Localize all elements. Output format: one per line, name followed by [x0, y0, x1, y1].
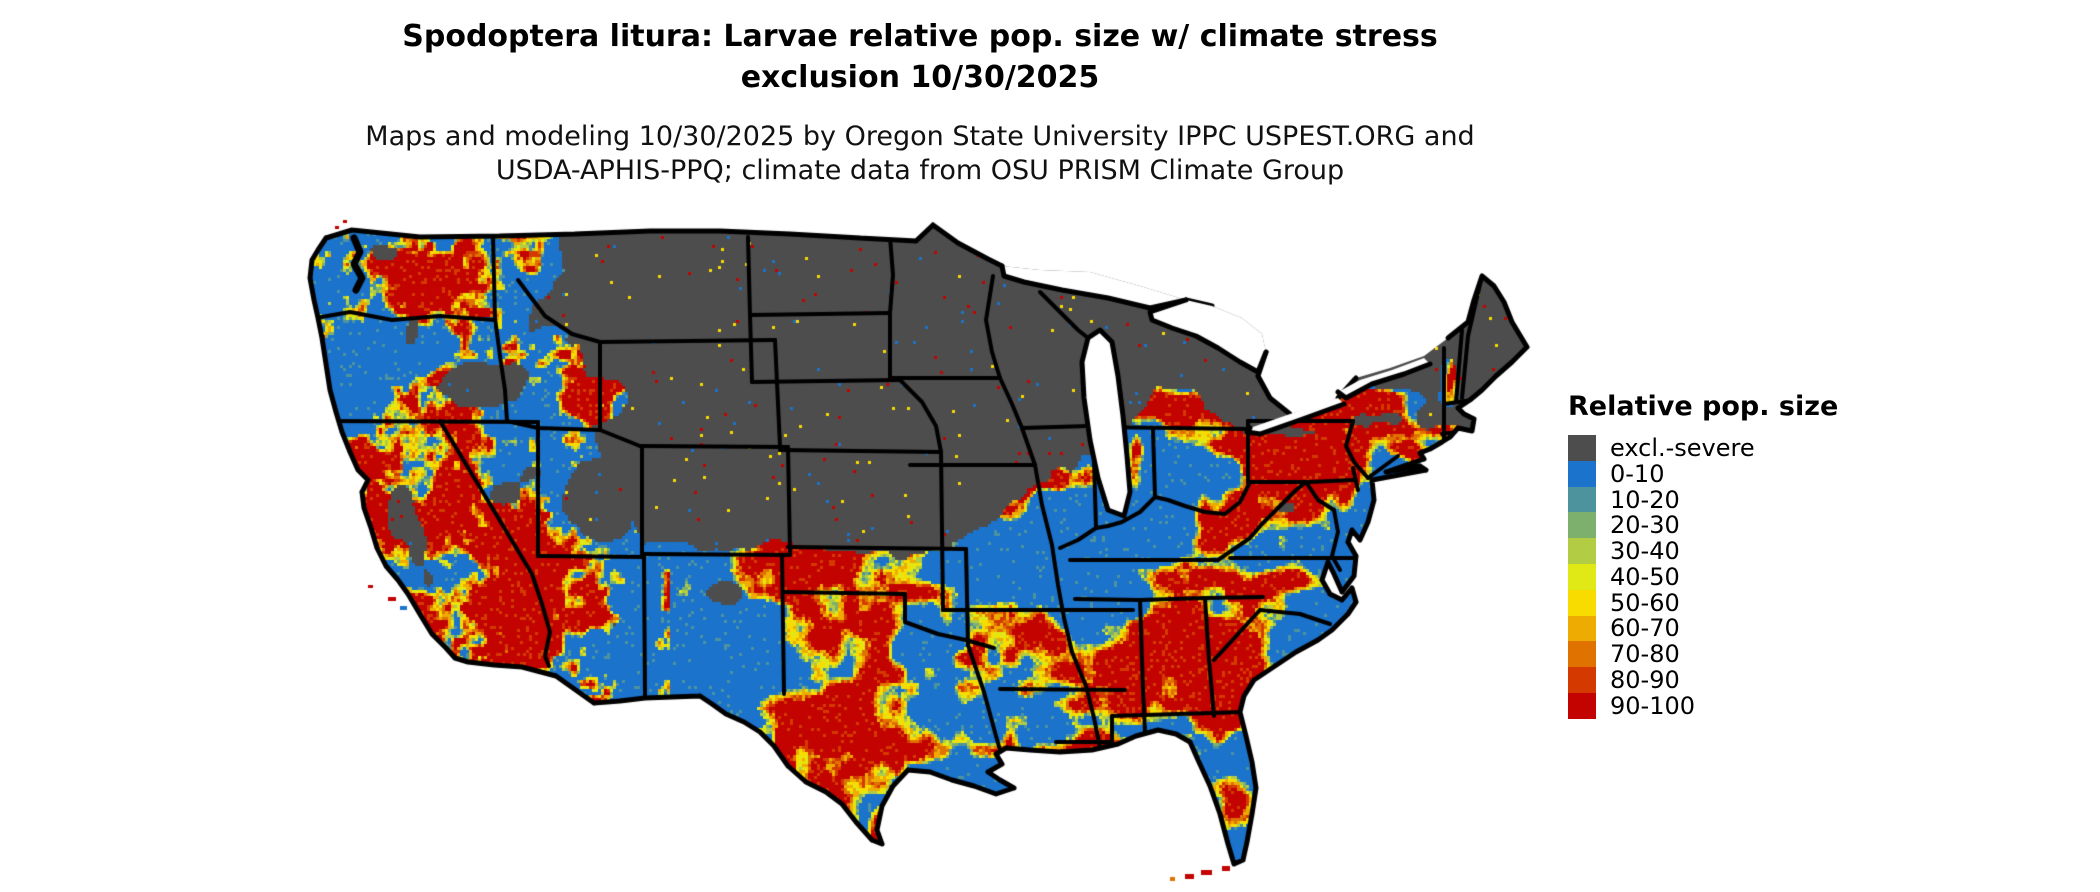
legend-row: 70-80 — [1568, 640, 1838, 669]
legend-row: 90-100 — [1568, 691, 1838, 720]
legend-swatch — [1568, 486, 1596, 513]
legend-row: 0-10 — [1568, 459, 1838, 488]
legend-label: 20-30 — [1610, 511, 1680, 540]
legend-label: 50-60 — [1610, 588, 1680, 617]
legend-label: 40-50 — [1610, 562, 1680, 591]
legend-label: 70-80 — [1610, 640, 1680, 669]
legend-swatch — [1568, 538, 1596, 564]
legend-row: 10-20 — [1568, 485, 1838, 514]
legend-label: 0-10 — [1610, 459, 1665, 488]
legend-row: 50-60 — [1568, 588, 1838, 617]
map-subtitle: Maps and modeling 10/30/2025 by Oregon S… — [360, 120, 1480, 188]
legend-label: 80-90 — [1610, 666, 1680, 695]
legend-row: 80-90 — [1568, 666, 1838, 695]
header: Spodoptera litura: Larvae relative pop. … — [360, 16, 1480, 188]
legend-row: 30-40 — [1568, 537, 1838, 566]
legend-swatch — [1568, 589, 1596, 616]
map-title-line1: Spodoptera litura: Larvae relative pop. … — [402, 19, 1438, 54]
legend-row: 60-70 — [1568, 614, 1838, 643]
legend-row: 40-50 — [1568, 562, 1838, 591]
legend-swatch — [1568, 460, 1596, 487]
legend-label: 60-70 — [1610, 614, 1680, 643]
legend-label: 90-100 — [1610, 691, 1696, 720]
legend-swatch — [1568, 435, 1596, 461]
legend-row: excl.-severe — [1568, 433, 1838, 462]
legend-row: 20-30 — [1568, 511, 1838, 540]
legend: Relative pop. size excl.-severe 0-10 10-20… — [1568, 391, 1839, 720]
legend-label: excl.-severe — [1610, 433, 1755, 462]
legend-swatch — [1568, 512, 1596, 539]
legend-swatch — [1568, 641, 1596, 668]
legend-title: Relative pop. size — [1568, 391, 1839, 422]
legend-swatch — [1568, 615, 1596, 642]
map-subtitle-line2: USDA-APHIS-PPQ; climate data from OSU PR… — [495, 155, 1345, 186]
legend-swatch — [1568, 667, 1596, 693]
legend-rows: excl.-severe 0-10 10-20 20-30 30-40 40-50 50-6… — [1568, 433, 1838, 720]
map-title-line2: exclusion 10/30/2025 — [740, 60, 1100, 95]
legend-label: 10-20 — [1610, 485, 1680, 514]
map-subtitle-line1: Maps and modeling 10/30/2025 by Oregon S… — [365, 121, 1475, 152]
legend-swatch — [1568, 563, 1596, 590]
legend-label: 30-40 — [1610, 537, 1680, 566]
legend-swatch — [1568, 692, 1596, 719]
map-title: Spodoptera litura: Larvae relative pop. … — [360, 16, 1480, 98]
